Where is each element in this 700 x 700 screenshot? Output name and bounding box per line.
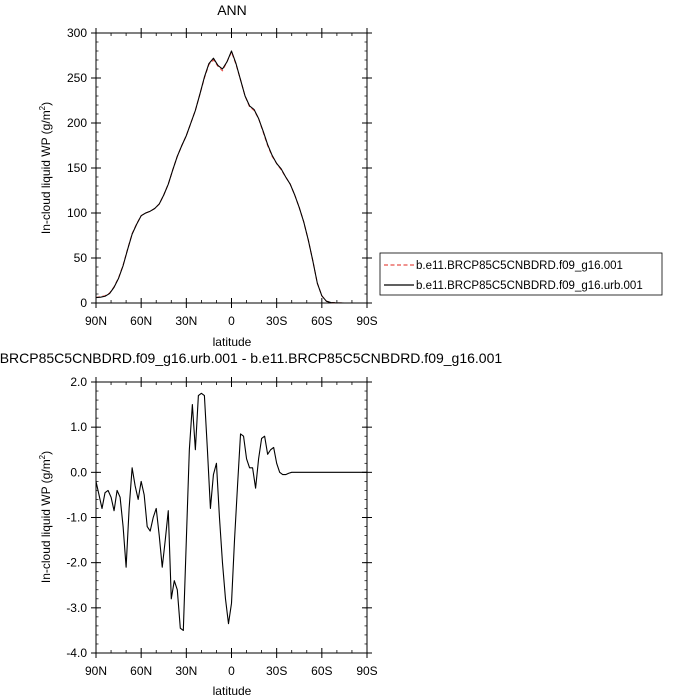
bottom-x-axis-label: latitude [213, 684, 252, 698]
top-x-tick-label: 90S [356, 314, 377, 328]
bottom-y-tick-label: 1.0 [70, 420, 87, 434]
legend-label-series-1: b.e11.BRCP85C5CNBDRD.f09_g16.001 [416, 260, 623, 272]
bottom-y-tick-label: 0.0 [70, 465, 87, 479]
bottom-plot-area: 90N 60N 30N 0 30S 60S 90S -4.0 -3.0 -2.0 -1.0 0.0 1.… [66, 375, 377, 678]
top-y-tick-label: 0 [80, 296, 87, 310]
bottom-x-tick-label: 60N [130, 664, 152, 678]
bottom-y-tick-label: 2.0 [70, 375, 87, 389]
legend-box [379, 252, 663, 296]
top-y-tick-label: 150 [67, 161, 87, 175]
bottom-x-tick-label: 60S [311, 664, 332, 678]
top-y-tick-label: 250 [67, 71, 87, 85]
top-plot-area: 90N 60N 30N 0 30S 60S 90S 0 50 100 150 200 250 300 [67, 26, 378, 328]
top-x-tick-label: 60S [311, 314, 332, 328]
top-y-tick-label: 200 [67, 116, 87, 130]
bottom-panel: b.e11.BRCP85C5CNBDRD.f09_g16.urb.001 - b… [0, 350, 502, 698]
top-y-axis-label: In-cloud liquid WP (g/m2) [38, 102, 53, 234]
bottom-y-tick-label: -2.0 [66, 556, 87, 570]
bottom-y-tick-label: -4.0 [66, 646, 87, 660]
legend-label-series-2: b.e11.BRCP85C5CNBDRD.f09_g16.urb.001 [416, 280, 643, 292]
top-series-line-2 [95, 50, 367, 304]
top-plot-frame [95, 32, 368, 304]
top-x-tick-label: 90N [85, 314, 107, 328]
top-chart-title: ANN [217, 2, 247, 18]
top-y-tick-label: 50 [74, 251, 88, 265]
bottom-y-tick-label: -3.0 [66, 601, 87, 615]
top-x-tick-label: 0 [228, 314, 235, 328]
bottom-ticks: 90N 60N 30N 0 30S 60S 90S -4.0 -3.0 -2.0 -1.0 0.0 1.… [66, 375, 377, 678]
top-x-tick-label: 60N [130, 314, 152, 328]
bottom-y-tick-label: -1.0 [66, 511, 87, 525]
top-panel: ANN 90N 60N 30N 0 30S 60S 90S 0 50 100 150 200 250 30… [38, 2, 663, 349]
top-series-line-1 [95, 51, 367, 304]
bottom-y-axis-label: In-cloud liquid WP (g/m2) [38, 451, 53, 583]
bottom-x-tick-label: 0 [228, 664, 235, 678]
bottom-x-tick-label: 30S [266, 664, 287, 678]
top-ticks: 90N 60N 30N 0 30S 60S 90S 0 50 100 150 200 250 300 [67, 26, 378, 328]
bottom-x-tick-label: 90S [356, 664, 377, 678]
bottom-plot-frame [95, 381, 368, 654]
top-series-lines [95, 50, 367, 304]
bottom-series-line-1 [95, 392, 367, 631]
legend: b.e11.BRCP85C5CNBDRD.f09_g16.001 b.e11.B… [379, 252, 663, 296]
bottom-x-tick-label: 90N [85, 664, 107, 678]
bottom-x-tick-label: 30N [175, 664, 197, 678]
top-y-tick-label: 300 [67, 26, 87, 40]
top-x-axis-label: latitude [213, 335, 252, 349]
top-x-tick-label: 30N [175, 314, 197, 328]
top-x-tick-label: 30S [266, 314, 287, 328]
bottom-series-lines [95, 392, 367, 631]
top-y-tick-label: 100 [67, 206, 87, 220]
bottom-chart-title: b.e11.BRCP85C5CNBDRD.f09_g16.urb.001 - b… [0, 350, 502, 366]
